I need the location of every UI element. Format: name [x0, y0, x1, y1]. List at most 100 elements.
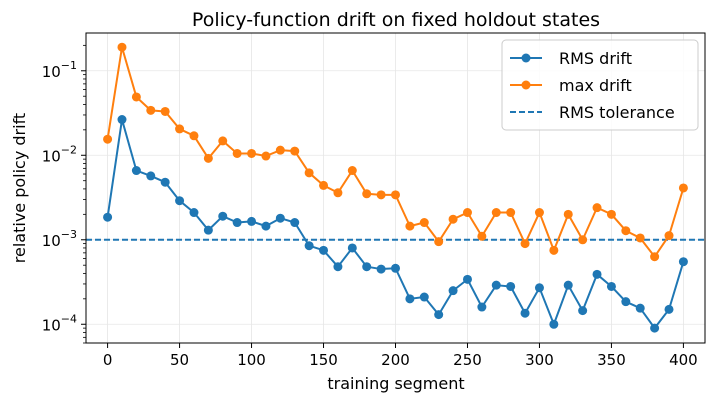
rms-drift-point	[218, 211, 228, 221]
rms-drift-point	[606, 281, 616, 291]
max-drift-point	[362, 189, 372, 199]
rms-drift-point	[592, 269, 602, 279]
rms-drift-point	[189, 208, 199, 218]
rms-drift-point	[103, 212, 113, 222]
max-drift-point	[563, 209, 573, 219]
y-tick-label: 10−2	[42, 143, 77, 165]
rms-drift-point	[232, 218, 242, 228]
x-tick-label: 300	[525, 351, 554, 369]
legend-rms-marker	[521, 53, 531, 63]
max-drift-point	[376, 190, 386, 200]
x-tick-label: 50	[170, 351, 189, 369]
rms-drift-point	[405, 294, 415, 304]
rms-drift-point	[203, 225, 213, 235]
max-drift-point	[434, 237, 444, 247]
legend-label-rms: RMS drift	[559, 49, 632, 68]
rms-drift-point	[261, 221, 271, 231]
max-drift-point	[347, 166, 357, 176]
max-drift-point	[319, 180, 329, 190]
x-tick-label: 250	[453, 351, 482, 369]
max-drift-point	[621, 226, 631, 236]
rms-drift-point	[462, 274, 472, 284]
rms-drift-point	[117, 115, 127, 125]
rms-drift-point	[678, 257, 688, 267]
rms-drift-point	[477, 302, 487, 312]
legend-box	[501, 39, 699, 131]
max-drift-point	[405, 221, 415, 231]
max-drift-point	[664, 231, 674, 241]
x-tick-label: 350	[597, 351, 626, 369]
max-drift-point	[635, 233, 645, 243]
legend-label-tolerance: RMS tolerance	[559, 103, 675, 122]
rms-drift-point	[520, 308, 530, 318]
rms-drift-point	[664, 304, 674, 314]
max-drift-point	[304, 168, 314, 178]
max-drift-point	[189, 131, 199, 141]
rms-drift-point	[376, 264, 386, 274]
rms-drift-point	[175, 196, 185, 206]
max-drift-point	[117, 42, 127, 52]
rms-drift-point	[621, 297, 631, 307]
rms-drift-point	[275, 213, 285, 223]
rms-drift-point	[304, 241, 314, 251]
rms-drift-point	[650, 323, 660, 333]
max-drift-point	[391, 190, 400, 200]
max-drift-point	[520, 239, 530, 249]
rms-drift-point	[362, 262, 372, 272]
x-tick-label: 0	[103, 351, 113, 369]
max-drift-point	[462, 208, 472, 218]
rms-drift-point	[434, 310, 444, 320]
max-drift-point	[419, 218, 429, 228]
max-drift-point	[247, 148, 257, 158]
max-drift-point	[131, 92, 141, 102]
max-drift-point	[678, 183, 688, 193]
max-drift-point	[578, 235, 588, 245]
rms-drift-point	[333, 262, 343, 272]
max-drift-point	[103, 134, 113, 144]
rms-drift-point	[549, 319, 559, 329]
rms-drift-point	[160, 177, 170, 187]
legend-max-marker	[521, 80, 531, 90]
max-drift-point	[203, 153, 213, 163]
rms-drift-point	[290, 218, 300, 228]
max-drift-point	[448, 214, 458, 224]
rms-drift-point	[347, 243, 357, 253]
rms-drift-point	[391, 263, 400, 273]
max-drift-point	[160, 106, 170, 116]
rms-drift-point	[563, 280, 573, 290]
y-axis: 10−4 10−3 10−2 10−1	[42, 44, 86, 344]
x-axis-title: training segment	[327, 374, 464, 393]
rms-drift-point	[319, 245, 329, 255]
y-tick-label: 10−3	[42, 228, 77, 250]
x-axis: 0 50 100 150 200 250 300 350 400	[103, 343, 698, 369]
max-drift-point	[650, 252, 660, 262]
max-drift-point	[261, 151, 271, 161]
max-drift-point	[175, 124, 185, 134]
max-drift-point	[477, 231, 487, 241]
series-layer	[103, 42, 688, 333]
rms-drift-point	[419, 292, 429, 302]
y-tick-label: 10−4	[42, 312, 77, 334]
max-drift-point	[534, 208, 544, 218]
x-tick-label: 100	[237, 351, 266, 369]
chart-title: Policy-function drift on fixed holdout s…	[192, 9, 600, 31]
rms-drift-point	[146, 171, 156, 181]
rms-drift-point	[448, 286, 458, 296]
max-drift-point	[275, 145, 285, 155]
x-tick-label: 200	[381, 351, 410, 369]
max-drift-point	[333, 188, 343, 198]
max-drift-point	[218, 136, 228, 146]
max-drift-point	[606, 209, 616, 219]
max-drift-point	[146, 105, 156, 115]
max-drift-point	[549, 245, 559, 255]
max-drift-point	[506, 208, 516, 218]
rms-drift-point	[534, 283, 544, 293]
max-drift-point	[592, 203, 602, 213]
max-drift-point	[232, 148, 242, 158]
x-tick-label: 150	[309, 351, 338, 369]
rms-drift-point	[491, 280, 501, 290]
rms-drift-point	[247, 216, 257, 226]
rms-drift-point	[131, 166, 141, 176]
max-drift-point	[290, 146, 300, 156]
